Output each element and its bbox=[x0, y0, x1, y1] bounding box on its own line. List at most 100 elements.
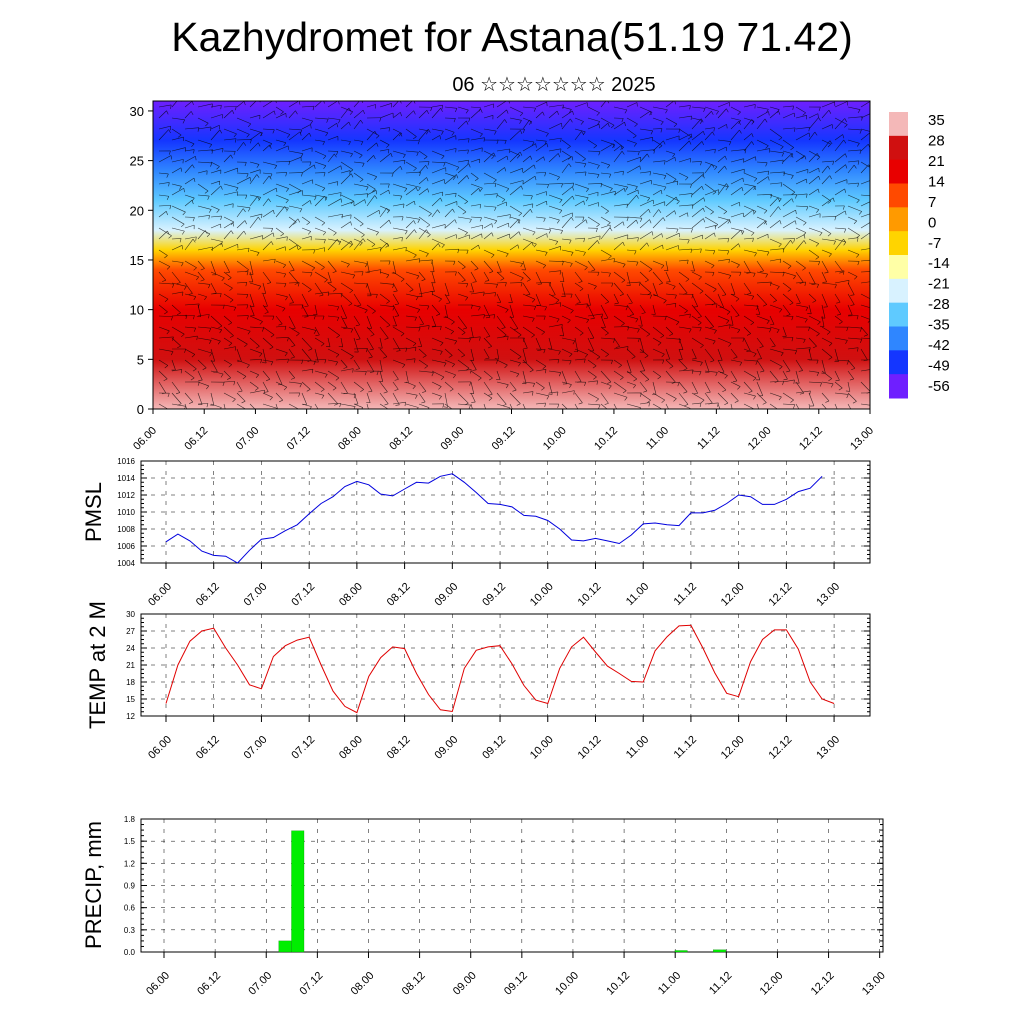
wind-barb-flag bbox=[193, 327, 197, 332]
wind-barb bbox=[431, 359, 447, 364]
wind-barb-flag bbox=[753, 273, 756, 277]
wind-barb bbox=[613, 241, 624, 251]
wind-barb bbox=[652, 282, 658, 296]
wind-barb-flag bbox=[818, 117, 821, 122]
wind-barb bbox=[236, 128, 250, 135]
wind-barb bbox=[418, 205, 432, 214]
x-tick-label: 11.12 bbox=[695, 425, 722, 452]
wind-barb bbox=[223, 105, 237, 108]
wind-barb bbox=[717, 155, 726, 163]
wind-barb-flag bbox=[663, 300, 667, 304]
wind-barb-flag bbox=[793, 404, 796, 409]
y-tick-label: 21 bbox=[126, 661, 135, 670]
wind-barb bbox=[548, 122, 562, 130]
wind-barb bbox=[457, 163, 470, 174]
wind-barb-flag bbox=[483, 291, 485, 296]
x-tick-label: 07.00 bbox=[246, 970, 274, 998]
wind-barb bbox=[678, 115, 692, 119]
wind-barb-flag bbox=[260, 359, 262, 364]
wind-barb-flag bbox=[438, 396, 442, 400]
wind-barb bbox=[522, 238, 537, 245]
wind-barb-flag bbox=[336, 151, 339, 156]
wind-barb-flag bbox=[702, 174, 705, 179]
wind-barb bbox=[639, 370, 650, 380]
wind-barb bbox=[249, 381, 259, 389]
wind-barb bbox=[626, 156, 641, 163]
wind-barb-flag bbox=[414, 358, 416, 363]
wind-barb bbox=[262, 144, 270, 152]
wind-barb-flag bbox=[396, 350, 401, 352]
wind-barb-flag bbox=[468, 117, 471, 122]
x-tick-label: 11.12 bbox=[672, 581, 699, 608]
wind-barb-flag bbox=[369, 348, 374, 351]
wind-barb-flag bbox=[192, 217, 195, 222]
wind-barb bbox=[262, 139, 272, 144]
wind-barb bbox=[392, 282, 398, 292]
wind-barb-flag bbox=[583, 163, 587, 168]
wind-barb bbox=[171, 147, 186, 152]
wind-barb-flag bbox=[790, 240, 794, 244]
wind-barb bbox=[769, 194, 782, 200]
wind-barb-flag bbox=[651, 231, 654, 236]
wind-barb bbox=[301, 105, 315, 108]
wind-barb bbox=[392, 293, 400, 305]
wind-barb bbox=[808, 227, 823, 233]
wind-barb bbox=[678, 271, 690, 280]
wind-barb bbox=[600, 143, 614, 152]
wind-barb-flag bbox=[844, 188, 846, 193]
wind-barb bbox=[639, 392, 651, 401]
wind-barb bbox=[158, 293, 169, 300]
wind-barb bbox=[548, 315, 560, 320]
wind-barb-flag bbox=[667, 415, 671, 416]
wind-barb-flag bbox=[544, 172, 547, 177]
wind-barb bbox=[340, 403, 356, 407]
wind-barb bbox=[626, 189, 639, 196]
wind-barb bbox=[405, 258, 420, 262]
wind-barb bbox=[327, 315, 339, 318]
wind-barb bbox=[587, 260, 596, 270]
y-tick-label: 15 bbox=[130, 253, 144, 268]
wind-barb-flag bbox=[505, 282, 507, 287]
wind-barb-flag bbox=[383, 356, 388, 359]
x-tick-label: 06.00 bbox=[146, 734, 174, 762]
wind-barb bbox=[249, 370, 259, 376]
wind-barb-flag bbox=[520, 277, 524, 282]
wind-barb bbox=[600, 224, 611, 229]
wind-barb-flag bbox=[700, 345, 704, 349]
wind-barb-flag bbox=[311, 267, 316, 271]
wind-barb bbox=[366, 238, 376, 245]
wind-barb-flag bbox=[648, 268, 653, 272]
wind-barb bbox=[613, 293, 619, 304]
wind-barb bbox=[522, 326, 535, 336]
wind-barb bbox=[405, 381, 416, 387]
wind-barb-flag bbox=[340, 192, 342, 197]
wind-barb bbox=[223, 326, 234, 336]
wind-barb-flag bbox=[759, 346, 764, 348]
wind-barb-flag bbox=[166, 173, 169, 178]
wind-barb bbox=[587, 183, 602, 185]
wind-barb bbox=[522, 203, 533, 207]
wind-barb-flag bbox=[646, 333, 651, 337]
wind-barb-flag bbox=[661, 265, 665, 269]
wind-barb-flag bbox=[843, 139, 847, 144]
wind-barb-flag bbox=[751, 120, 755, 125]
wind-barb-flag bbox=[245, 282, 248, 287]
wind-barb-flag bbox=[604, 403, 609, 405]
wind-barb bbox=[288, 156, 302, 163]
wind-barb bbox=[847, 227, 860, 236]
wind-barb-flag bbox=[246, 134, 250, 138]
wind-barb-flag bbox=[804, 155, 807, 160]
wind-barb bbox=[704, 205, 714, 213]
wind-barb bbox=[405, 186, 417, 196]
wind-barb-flag bbox=[672, 286, 676, 290]
wind-barb bbox=[171, 392, 182, 404]
wind-barb bbox=[600, 249, 612, 257]
wind-barb bbox=[548, 381, 553, 395]
wind-barb-flag bbox=[838, 321, 843, 325]
colorbar-swatch bbox=[889, 374, 908, 399]
wind-barb-flag bbox=[386, 242, 390, 247]
wind-barb-flag bbox=[771, 345, 776, 348]
wind-barb bbox=[314, 403, 319, 409]
wind-barb bbox=[704, 232, 715, 240]
wind-barb-flag bbox=[394, 303, 399, 305]
